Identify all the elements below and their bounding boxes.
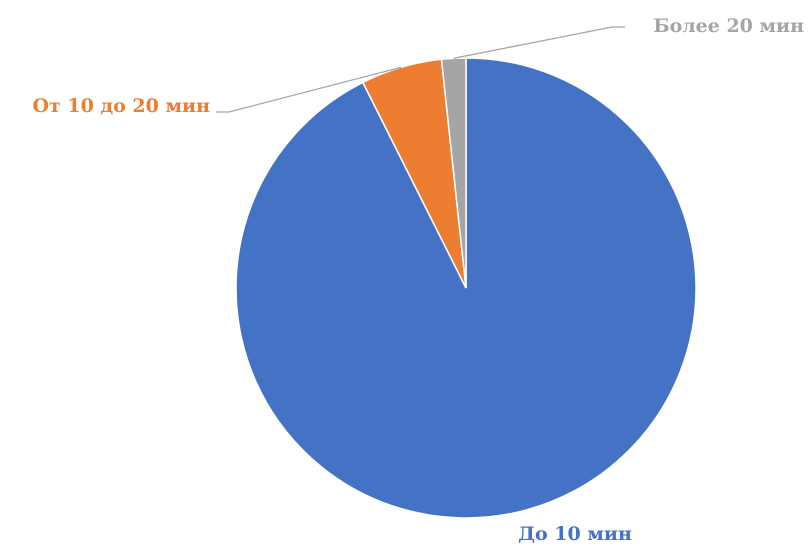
pie-slices [235, 57, 697, 519]
leader-line-1 [216, 66, 402, 113]
leader-line-2 [453, 26, 625, 59]
leader-lines [216, 26, 625, 113]
slice-label-0: До 10 мин [518, 523, 632, 545]
slice-label-2: Более 20 мин [653, 15, 804, 37]
slice-label-1: От 10 до 20 мин [32, 95, 210, 117]
